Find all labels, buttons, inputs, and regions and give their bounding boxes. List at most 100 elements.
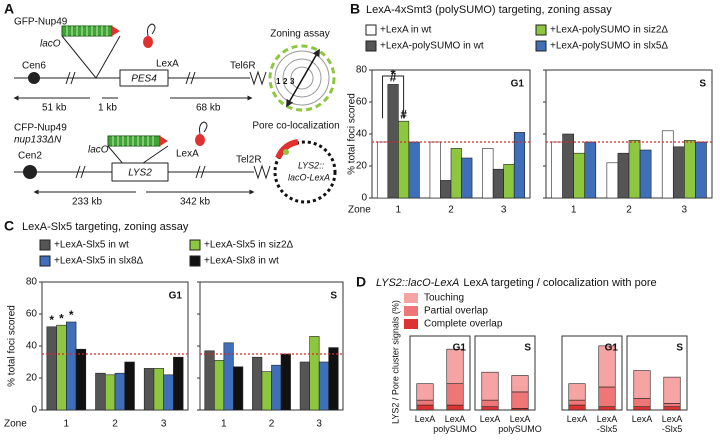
- bar: [562, 133, 574, 199]
- legend-swatch: [189, 255, 201, 267]
- pore-cluster: [275, 139, 299, 160]
- legend-label: +LexA-polySUMO in slx5Δ: [550, 41, 668, 52]
- label: 342 kb: [180, 197, 210, 208]
- x-tick-label: 3: [682, 205, 688, 216]
- label: lacO-LexA: [288, 172, 330, 182]
- bar-segment: [481, 371, 499, 401]
- bar: [46, 326, 57, 411]
- label: Pore co-localization: [252, 121, 339, 132]
- y-axis-label: % total foci scored: [7, 305, 18, 387]
- y-tick-label: 40: [26, 341, 38, 352]
- x-tick-label: LexA: [415, 414, 436, 424]
- x-tick-label: LexA polySUMO: [433, 414, 477, 434]
- legend-swatch: [404, 319, 418, 329]
- bar: [153, 368, 164, 411]
- legend-label: +LexA-polySUMO in wt: [380, 41, 484, 52]
- bar-segment: [663, 376, 681, 404]
- subplot-title: G1: [605, 343, 619, 354]
- subplot-title: S: [330, 291, 337, 302]
- bar: [223, 342, 234, 411]
- label: nup133ΔN: [14, 135, 62, 146]
- bar: [584, 141, 597, 199]
- bar-segment: [416, 383, 434, 401]
- x-tick-label: 1: [221, 419, 227, 430]
- bar: [143, 368, 155, 411]
- legend-label: +LexA-polySUMO in siz2Δ: [550, 25, 668, 36]
- x-tick-label: 2: [269, 419, 275, 430]
- arrowhead: [112, 26, 120, 36]
- bar: [173, 356, 184, 411]
- bar: [482, 148, 494, 199]
- subplot-title: G1: [453, 343, 467, 354]
- arrowhead: [160, 136, 168, 146]
- x-tick-label: 2: [112, 419, 118, 430]
- bar-segment: [481, 406, 499, 411]
- locus: [283, 149, 289, 155]
- panel-label: C: [4, 218, 14, 234]
- legend-swatch: [365, 40, 377, 52]
- annotation: *: [391, 66, 397, 81]
- label: 68 kb: [196, 103, 221, 114]
- x-axis-label: Zone: [4, 419, 27, 430]
- panel-label: B: [350, 1, 360, 17]
- y-tick-label: 60: [26, 309, 38, 320]
- y-tick-label: 0: [31, 405, 37, 416]
- bar: [551, 141, 563, 199]
- annotation: #: [400, 107, 407, 121]
- zone-number: 1: [276, 77, 281, 86]
- bar: [513, 132, 526, 199]
- bar: [66, 321, 77, 411]
- bar: [280, 353, 291, 411]
- bar-segment: [446, 348, 464, 384]
- bar: [75, 348, 87, 411]
- bar: [95, 372, 106, 411]
- bar-segment: [481, 399, 499, 408]
- panel-label: A: [4, 1, 14, 17]
- gene-box: [111, 162, 169, 182]
- bar: [376, 141, 389, 199]
- y-axis-label: % total foci scored: [347, 93, 358, 175]
- laco-array: [107, 135, 161, 147]
- label: Zoning assay: [270, 29, 329, 40]
- bar: [271, 364, 282, 411]
- bar: [214, 360, 225, 411]
- bar: [163, 374, 174, 411]
- x-tick-label: LexA polySUMO: [498, 414, 542, 434]
- bar-segment: [598, 345, 616, 388]
- annotation: *: [69, 308, 74, 322]
- bar: [114, 372, 126, 411]
- legend-label: +LexA-Slx5 in siz2Δ: [204, 240, 294, 251]
- nucleus: [273, 140, 337, 204]
- bar-segment: [568, 383, 586, 401]
- bar-segment: [663, 406, 681, 411]
- bar: [606, 162, 619, 199]
- x-tick-label: 3: [501, 205, 507, 216]
- bar: [661, 130, 674, 199]
- gene-box: [119, 69, 169, 87]
- x-tick-label: 2: [448, 205, 454, 216]
- bar-segment: [446, 383, 464, 406]
- subplot-title: G1: [169, 291, 183, 302]
- y-tick-label: 20: [356, 161, 368, 172]
- label: LYS2::: [298, 160, 325, 170]
- legend-swatch: [535, 40, 547, 52]
- legend-label: Complete overlap: [424, 319, 503, 330]
- label: Tel6R: [230, 61, 256, 72]
- label: Cen6: [22, 61, 46, 72]
- bar: [318, 361, 329, 411]
- lexa-loop: [199, 121, 208, 135]
- bar: [440, 180, 452, 199]
- legend-label: +LexA in wt: [380, 25, 432, 36]
- panel-a: A GFP-Nup49 lacO LexA Cen6 PES4 Tel6R 51…: [4, 1, 340, 208]
- label: Cen2: [18, 151, 42, 162]
- x-tick-label: LexA: [480, 414, 501, 424]
- bar: [628, 140, 641, 199]
- bar: [387, 84, 399, 199]
- bar: [299, 361, 310, 411]
- plot-frame: [561, 335, 623, 411]
- x-tick-label: LexA: [567, 414, 588, 424]
- bar: [233, 366, 244, 411]
- legend-label: +LexA-Slx8 in wt: [204, 256, 279, 267]
